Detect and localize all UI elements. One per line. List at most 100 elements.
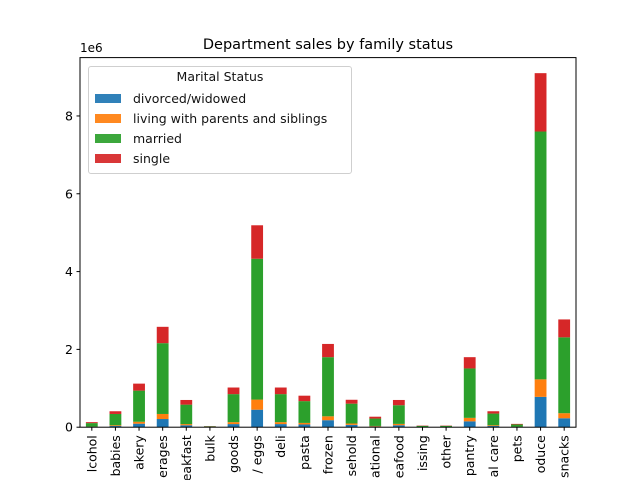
x-tick-label: deli: [273, 435, 288, 458]
legend-swatch-married: [95, 133, 121, 143]
x-tick-label: sehold: [344, 435, 359, 476]
x-tick-label: goods: [226, 435, 241, 473]
x-tick-label: al care: [486, 435, 501, 478]
bar-segment: [109, 413, 122, 426]
bar-segment: [298, 424, 311, 428]
bar-segment: [558, 418, 571, 428]
bar-segment: [251, 258, 264, 400]
bar-segment: [416, 425, 429, 428]
y-tick-label: 8: [65, 108, 73, 123]
x-tick-label: ational: [368, 435, 383, 478]
x-tick-label: / eggs: [250, 435, 265, 473]
bar-segment: [274, 394, 287, 423]
x-tick-label: issing: [415, 435, 430, 471]
legend-label: married: [133, 130, 182, 146]
bar-segment: [392, 425, 405, 428]
x-tick-label: bulk: [202, 434, 217, 461]
x-tick-label: akery: [132, 435, 147, 470]
legend-swatch-living-with-parents: [95, 113, 121, 123]
bar-segment: [251, 225, 264, 259]
bar-segment: [487, 425, 500, 427]
legend-entry-single: single: [95, 149, 170, 167]
bar-segment: [180, 424, 193, 426]
bar-segment: [109, 411, 122, 414]
bar-segment: [322, 416, 334, 421]
y-tick-label: 2: [65, 342, 73, 357]
bar-segment: [487, 411, 500, 414]
bar-segment: [274, 387, 287, 395]
bar-segment: [85, 423, 98, 427]
x-tick-label: other: [439, 434, 454, 468]
bar-segment: [463, 417, 476, 422]
y-tick-label: 4: [65, 264, 73, 279]
x-tick-label: babies: [108, 435, 123, 476]
bar-segment: [156, 326, 169, 344]
legend-entry-living-with-parents: living with parents and siblings: [95, 109, 327, 127]
bar-segment: [133, 383, 145, 391]
x-axis: lcohol babies akery erages eakfast bulk goods /…: [84, 427, 572, 480]
bar-segment: [322, 420, 334, 428]
bar-segment: [534, 73, 547, 132]
bar-segment: [487, 413, 500, 426]
bar-segment: [180, 404, 193, 425]
x-tick-label: pets: [509, 435, 524, 462]
y-axis: 0 2 4 6 8: [65, 108, 80, 435]
bar-segment: [85, 422, 98, 424]
plot-frame: [79, 57, 577, 428]
bar-segment: [109, 425, 122, 427]
bar-segment: [558, 337, 571, 414]
bar-segment: [251, 399, 264, 410]
bar-segment: [345, 403, 358, 424]
bar-segment: [345, 399, 358, 404]
x-tick-label: erages: [155, 435, 170, 478]
bar-segment: [109, 426, 122, 428]
bar-segment: [133, 390, 145, 422]
bar-segment: [345, 423, 358, 425]
bar-segment: [463, 421, 476, 428]
bar-segment: [487, 426, 500, 428]
bar-segment: [463, 357, 476, 369]
y-tick-label: 0: [65, 420, 73, 435]
bar-segment: [534, 379, 547, 397]
legend-title: Marital Status: [176, 69, 264, 84]
bar-segment: [133, 421, 145, 424]
y-tick-label: 6: [65, 186, 73, 201]
bar-segment: [274, 422, 287, 425]
bar-segment: [227, 422, 240, 425]
bar-segment: [156, 413, 169, 420]
bar-segment: [392, 423, 405, 426]
bar-segment: [511, 424, 523, 427]
legend-swatch-single: [95, 153, 121, 163]
legend-entry-divorced-widowed: divorced/widowed: [95, 89, 246, 107]
bar-segment: [369, 418, 382, 426]
bar-segment: [322, 343, 334, 358]
bar-segment: [180, 425, 193, 428]
legend: Marital Status divorced/widowed living w…: [88, 66, 352, 174]
x-tick-label: eafood: [391, 435, 406, 478]
y-axis-offset-text: 1e6: [80, 41, 103, 55]
x-tick-label: snacks: [557, 435, 572, 478]
bar-segment: [558, 319, 571, 338]
x-tick-label: frozen: [321, 435, 336, 474]
bars-group: [85, 73, 571, 428]
bar-segment: [322, 357, 334, 417]
legend-label: single: [133, 150, 171, 166]
bar-segment: [392, 399, 405, 406]
bar-segment: [274, 424, 287, 428]
bar-segment: [180, 399, 193, 405]
x-tick-label: eakfast: [179, 435, 194, 480]
bar-segment: [463, 368, 476, 418]
x-tick-label: pasta: [297, 435, 312, 470]
x-tick-label: oduce: [533, 435, 548, 473]
bar-segment: [227, 394, 240, 423]
bar-segment: [440, 425, 452, 428]
bar-segment: [534, 131, 547, 380]
bar-segment: [227, 424, 240, 428]
bar-segment: [227, 387, 240, 395]
bar-segment: [251, 409, 264, 428]
x-tick-label: pantry: [462, 435, 477, 477]
bar-segment: [133, 423, 145, 428]
bar-segment: [392, 405, 405, 424]
